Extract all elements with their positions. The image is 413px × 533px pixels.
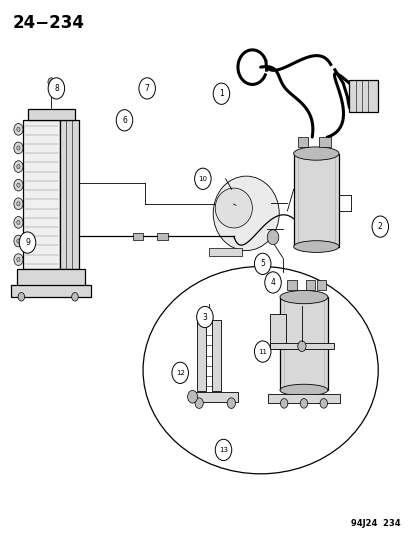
Circle shape <box>17 201 20 206</box>
Text: 5: 5 <box>260 260 264 268</box>
Bar <box>293 154 338 247</box>
Ellipse shape <box>293 241 338 253</box>
Bar <box>192 392 237 402</box>
Text: 1: 1 <box>218 89 223 98</box>
Circle shape <box>14 198 23 209</box>
Circle shape <box>371 216 388 237</box>
Bar <box>17 269 85 286</box>
Circle shape <box>17 183 20 187</box>
Circle shape <box>187 390 197 403</box>
Bar <box>269 343 333 349</box>
Circle shape <box>14 179 23 191</box>
Text: 94J24  234: 94J24 234 <box>351 519 400 528</box>
Circle shape <box>280 399 287 408</box>
Circle shape <box>227 398 235 408</box>
Bar <box>11 285 91 297</box>
Ellipse shape <box>293 147 338 160</box>
Bar <box>306 279 314 290</box>
Circle shape <box>14 254 23 265</box>
Bar <box>209 248 242 256</box>
Bar <box>59 120 79 269</box>
Text: 8: 8 <box>54 84 59 93</box>
Bar <box>318 137 330 147</box>
Circle shape <box>19 232 36 253</box>
Ellipse shape <box>279 290 327 304</box>
Circle shape <box>14 161 23 172</box>
Text: 7: 7 <box>145 84 149 93</box>
Bar <box>267 394 339 403</box>
Text: 24−234: 24−234 <box>13 14 85 32</box>
Circle shape <box>48 78 64 99</box>
Circle shape <box>17 127 20 132</box>
Bar <box>23 120 59 269</box>
Circle shape <box>71 293 78 301</box>
Circle shape <box>254 341 270 362</box>
Bar <box>287 279 296 290</box>
Ellipse shape <box>213 176 278 251</box>
Text: 13: 13 <box>218 447 228 453</box>
Text: 9: 9 <box>25 238 30 247</box>
Bar <box>349 80 377 112</box>
Circle shape <box>17 165 20 168</box>
Bar <box>133 233 143 240</box>
Ellipse shape <box>279 384 327 396</box>
Text: 6: 6 <box>122 116 127 125</box>
Circle shape <box>18 293 24 301</box>
Circle shape <box>17 257 20 262</box>
Bar <box>157 233 167 240</box>
Text: 4: 4 <box>270 278 275 287</box>
Circle shape <box>17 220 20 224</box>
Ellipse shape <box>215 188 252 228</box>
Circle shape <box>14 142 23 154</box>
Circle shape <box>299 399 307 408</box>
Bar <box>212 320 221 391</box>
Circle shape <box>48 78 55 86</box>
Bar <box>196 320 205 391</box>
Circle shape <box>116 110 133 131</box>
Text: 2: 2 <box>377 222 382 231</box>
Circle shape <box>215 439 231 461</box>
Circle shape <box>267 230 278 245</box>
Circle shape <box>196 306 213 328</box>
Circle shape <box>171 362 188 383</box>
Circle shape <box>195 398 203 408</box>
Text: 11: 11 <box>258 349 266 354</box>
Bar <box>27 109 75 120</box>
Circle shape <box>17 146 20 150</box>
Circle shape <box>319 399 327 408</box>
Bar <box>279 297 327 390</box>
Text: 10: 10 <box>198 176 207 182</box>
Circle shape <box>254 253 270 274</box>
Bar <box>316 279 325 290</box>
Circle shape <box>14 216 23 228</box>
Circle shape <box>194 168 211 189</box>
Circle shape <box>297 341 305 352</box>
Bar <box>269 314 285 349</box>
Circle shape <box>139 78 155 99</box>
Circle shape <box>213 83 229 104</box>
Circle shape <box>14 124 23 135</box>
Text: 3: 3 <box>202 312 207 321</box>
Text: 12: 12 <box>175 370 184 376</box>
Circle shape <box>14 235 23 247</box>
Bar <box>297 137 308 147</box>
Circle shape <box>17 239 20 243</box>
Circle shape <box>264 272 280 293</box>
